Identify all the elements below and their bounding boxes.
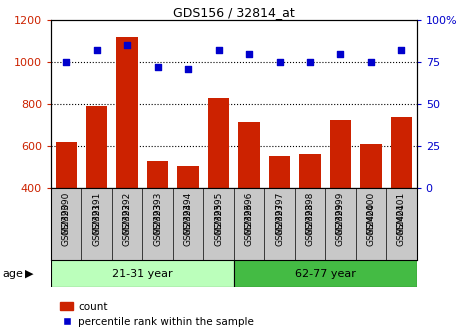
Bar <box>56 142 77 188</box>
Text: GSM2396: GSM2396 <box>244 192 254 235</box>
Text: GSM2397: GSM2397 <box>275 192 284 235</box>
Text: GSM2392: GSM2392 <box>123 203 131 246</box>
Text: GSM2396: GSM2396 <box>244 203 254 246</box>
Text: GSM2393: GSM2393 <box>153 203 162 246</box>
Text: GSM2391: GSM2391 <box>92 203 101 246</box>
Text: GSM2390: GSM2390 <box>62 203 71 246</box>
Text: GSM2392: GSM2392 <box>123 192 131 235</box>
Point <box>337 51 344 56</box>
Title: GDS156 / 32814_at: GDS156 / 32814_at <box>173 6 294 19</box>
Text: 62-77 year: 62-77 year <box>295 269 356 279</box>
Bar <box>360 144 382 188</box>
Text: GSM2390: GSM2390 <box>62 192 71 235</box>
Point <box>184 66 192 72</box>
Bar <box>300 154 321 188</box>
Text: GSM2395: GSM2395 <box>214 192 223 235</box>
Bar <box>330 120 351 188</box>
Legend: count, percentile rank within the sample: count, percentile rank within the sample <box>56 298 258 331</box>
Text: ▶: ▶ <box>25 269 34 279</box>
Bar <box>238 122 260 188</box>
Text: GSM2394: GSM2394 <box>184 203 193 246</box>
Bar <box>51 260 234 287</box>
Point <box>398 48 405 53</box>
Bar <box>177 166 199 188</box>
Text: GSM2397: GSM2397 <box>275 203 284 246</box>
Point <box>367 59 375 65</box>
Text: GSM2395: GSM2395 <box>214 203 223 246</box>
Text: 21-31 year: 21-31 year <box>112 269 173 279</box>
Bar <box>117 37 138 188</box>
Text: GSM2399: GSM2399 <box>336 192 345 235</box>
Point <box>215 48 222 53</box>
Text: GSM2391: GSM2391 <box>92 192 101 235</box>
Bar <box>86 106 107 188</box>
Text: age: age <box>2 269 23 279</box>
Text: GSM2394: GSM2394 <box>184 192 193 235</box>
Bar <box>147 161 168 188</box>
Point <box>154 65 161 70</box>
Text: GSM2393: GSM2393 <box>153 192 162 235</box>
Text: GSM2398: GSM2398 <box>306 192 314 235</box>
Bar <box>234 260 417 287</box>
Point <box>276 59 283 65</box>
Point <box>63 59 70 65</box>
Point <box>245 51 253 56</box>
Bar <box>208 98 229 188</box>
Text: GSM2401: GSM2401 <box>397 192 406 235</box>
Point <box>93 48 100 53</box>
Point <box>124 43 131 48</box>
Text: GSM2398: GSM2398 <box>306 203 314 246</box>
Bar <box>391 117 412 188</box>
Bar <box>269 156 290 188</box>
Text: GSM2401: GSM2401 <box>397 203 406 246</box>
Text: GSM2400: GSM2400 <box>367 192 375 235</box>
Point <box>307 59 314 65</box>
Text: GSM2400: GSM2400 <box>367 203 375 246</box>
Text: GSM2399: GSM2399 <box>336 203 345 246</box>
